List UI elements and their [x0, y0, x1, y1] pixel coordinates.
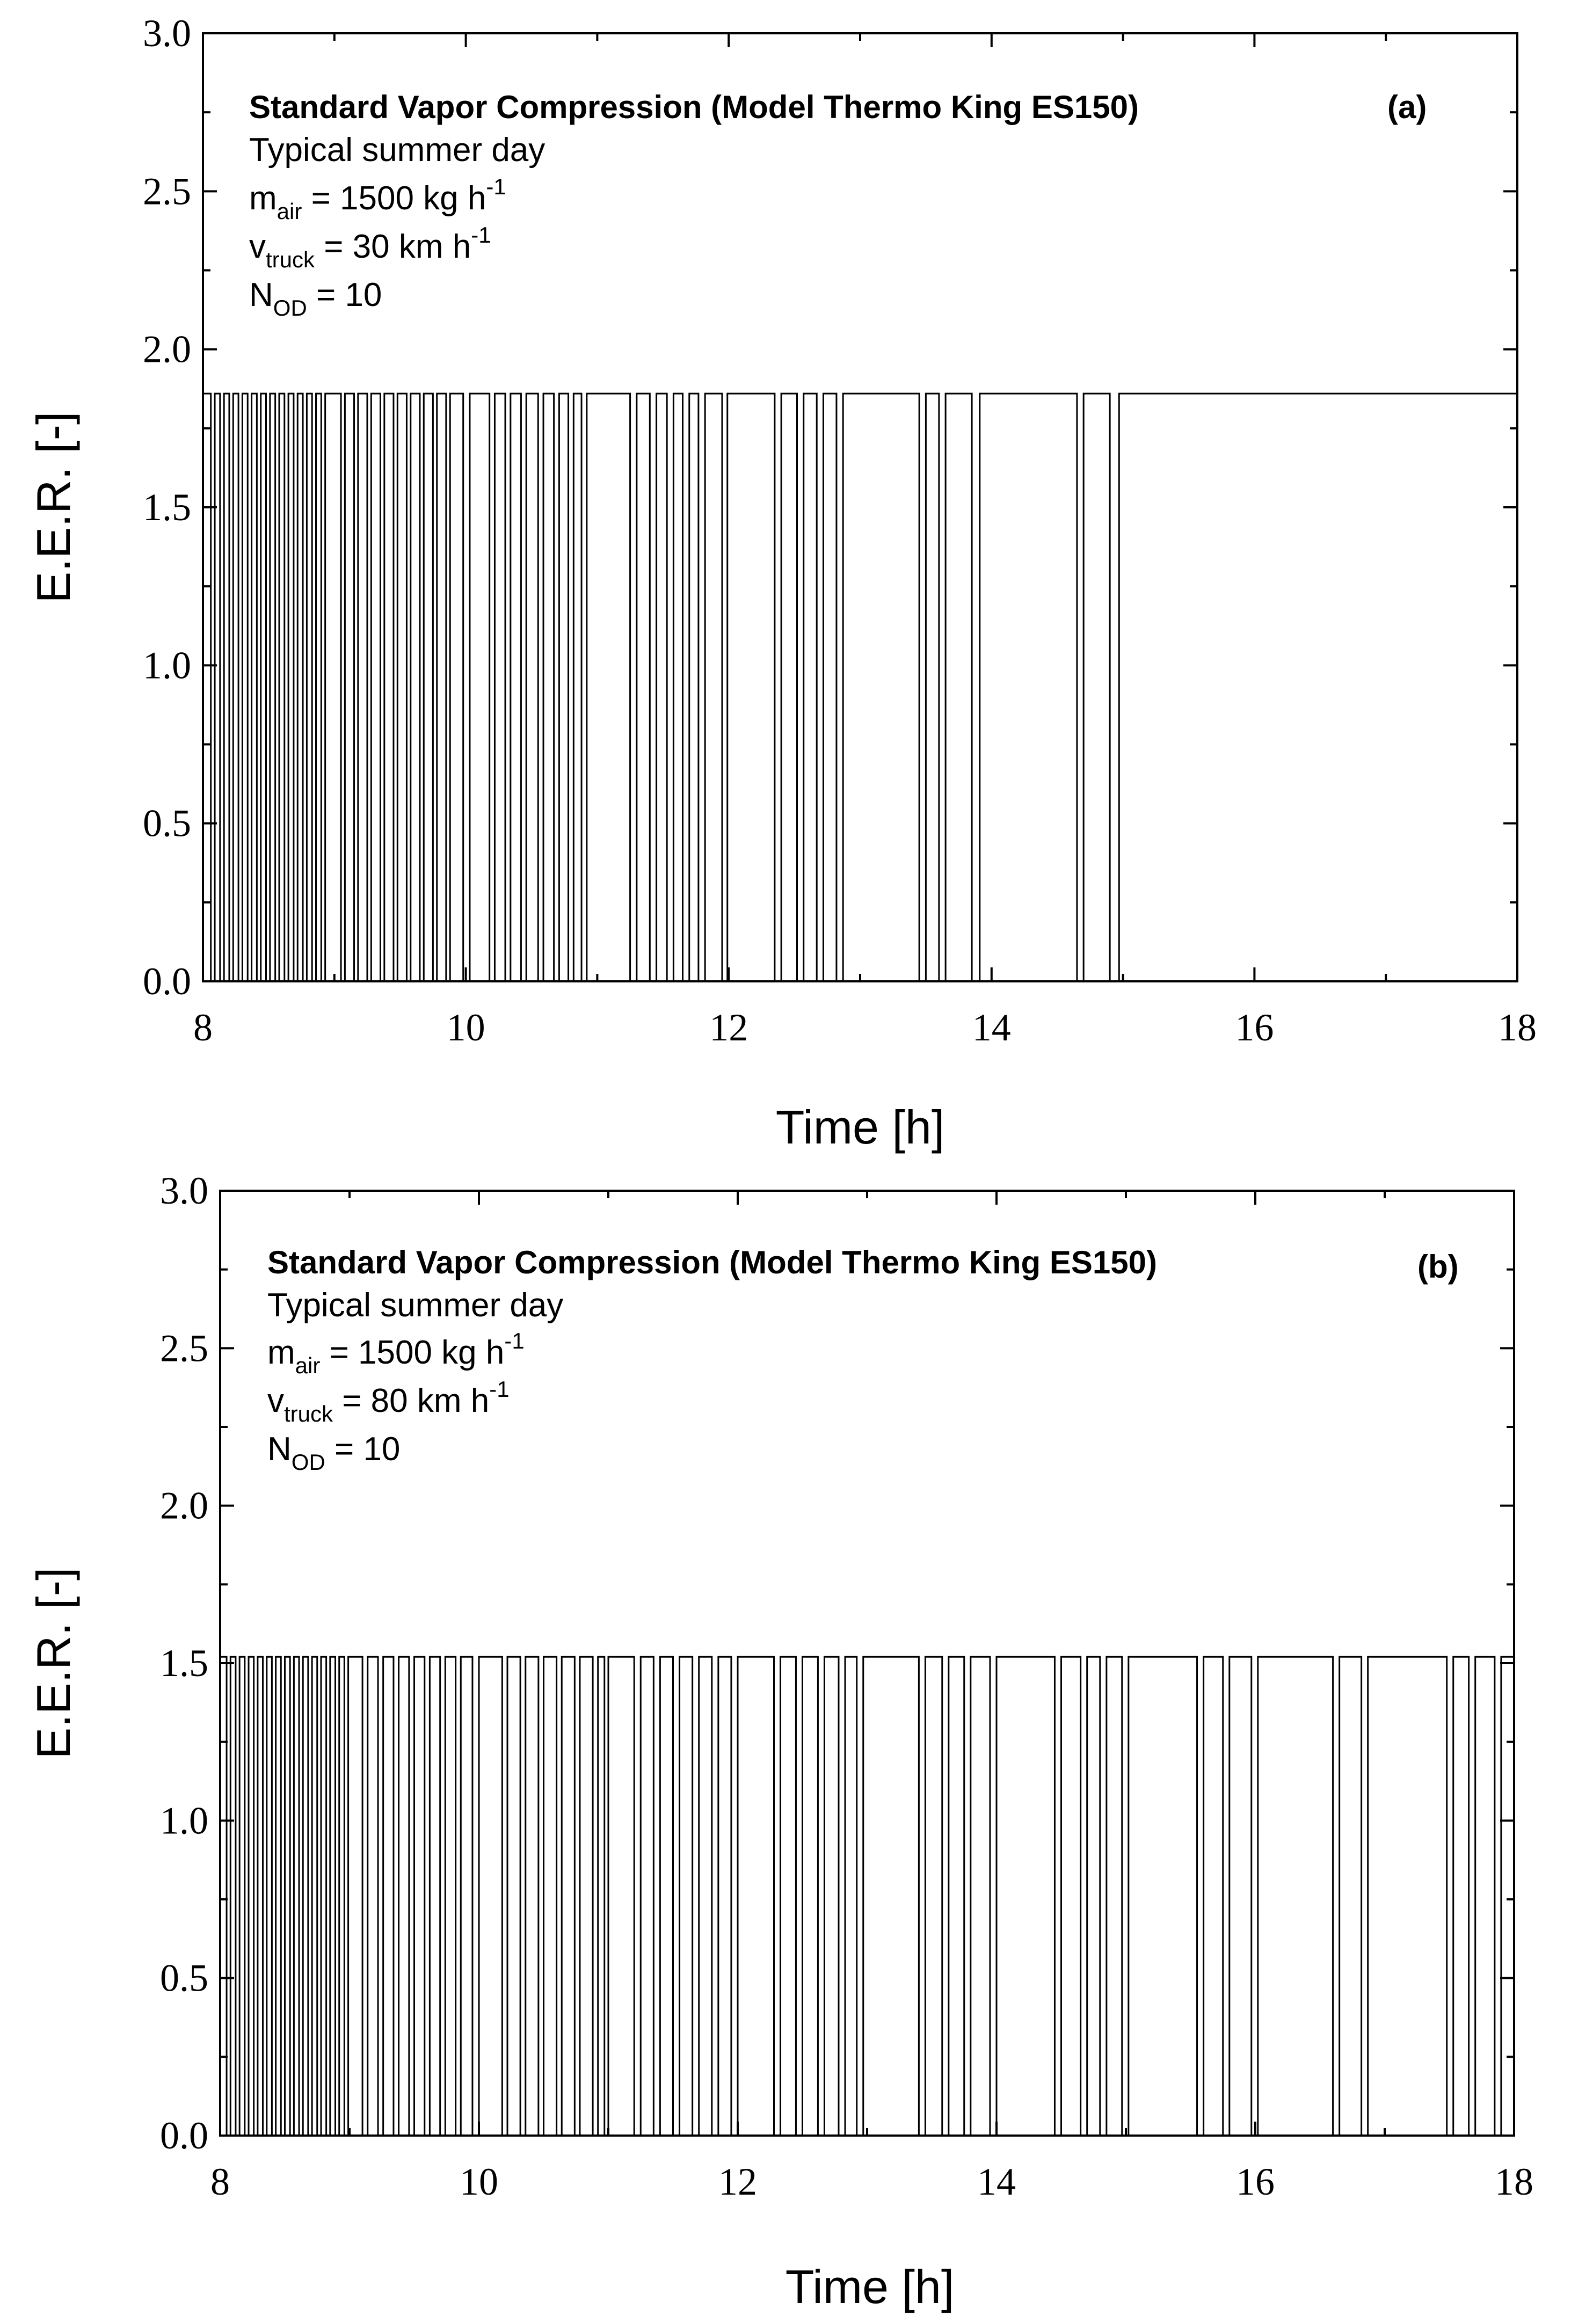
x-tick-label: 12 — [709, 1006, 748, 1049]
plot-frame-a — [202, 32, 1518, 982]
x-tick-label: 12 — [718, 2160, 757, 2203]
y-axis-label-a: E.E.R. [-] — [27, 412, 80, 603]
y-tick-label: 3.0 — [160, 1169, 208, 1212]
x-tick-label: 14 — [972, 1006, 1011, 1049]
y-tick-label: 3.0 — [143, 12, 191, 55]
panel-label-a: (a) — [1387, 89, 1427, 125]
y-tick-label: 2.0 — [143, 328, 191, 371]
annot-nod-a: NOD = 10 — [249, 276, 382, 320]
x-tick-label: 16 — [1235, 1006, 1274, 1049]
annot-mair-a: mair = 1500 kg h-1 — [249, 174, 506, 224]
y-axis-label-b: E.E.R. [-] — [27, 1568, 80, 1759]
x-tick-label: 10 — [447, 1006, 485, 1049]
panel-b: 8 10 12 14 16 18 0.0 0.5 1.0 1.5 2.0 2.5 3.0 Standar… — [27, 1169, 1533, 2313]
title-b: Standard Vapor Compression (Model Thermo… — [267, 1244, 1157, 1280]
x-tick-label: 18 — [1498, 1006, 1537, 1049]
title-a: Standard Vapor Compression (Model Thermo… — [249, 89, 1139, 125]
ticks-a: 8 10 12 14 16 18 0.0 0.5 1.0 1.5 2.0 2.5 3.0 — [143, 12, 1537, 1049]
annot-vtruck-a: vtruck = 30 km h-1 — [249, 222, 491, 272]
x-tick-label: 14 — [977, 2160, 1016, 2203]
eer-trace-a — [202, 392, 1517, 982]
annot-nod-b: NOD = 10 — [267, 1431, 400, 1475]
x-tick-label: 8 — [193, 1006, 213, 1049]
x-tick-label: 18 — [1495, 2160, 1533, 2203]
x-tick-label: 16 — [1236, 2160, 1275, 2203]
y-tick-label: 2.5 — [143, 170, 191, 213]
y-tick-label: 1.5 — [160, 1642, 208, 1685]
x-axis-label-b: Time [h] — [786, 2260, 955, 2313]
y-tick-label: 0.0 — [143, 960, 191, 1003]
y-tick-label: 0.5 — [160, 1957, 208, 2000]
x-tick-label: 8 — [210, 2160, 230, 2203]
panel-label-b: (b) — [1417, 1249, 1459, 1285]
eer-trace-b — [219, 1656, 1514, 2137]
annot-line1-a: Typical summer day — [249, 132, 545, 169]
y-tick-label: 2.5 — [160, 1327, 208, 1369]
y-tick-label: 0.5 — [143, 802, 191, 845]
y-tick-label: 2.0 — [160, 1484, 208, 1527]
y-tick-label: 1.0 — [143, 644, 191, 687]
annot-mair-b: mair = 1500 kg h-1 — [267, 1328, 525, 1378]
panel-a: 8 10 12 14 16 18 0.0 0.5 1.0 1.5 2.0 2.5 3.0 Standar… — [27, 12, 1537, 1154]
y-tick-label: 1.0 — [160, 1799, 208, 1842]
x-axis-label-a: Time [h] — [776, 1101, 945, 1154]
ticks-b: 8 10 12 14 16 18 0.0 0.5 1.0 1.5 2.0 2.5 3.0 — [160, 1169, 1533, 2203]
x-tick-label: 10 — [460, 2160, 498, 2203]
y-tick-label: 0.0 — [160, 2114, 208, 2157]
y-tick-label: 1.5 — [143, 486, 191, 529]
annot-line1-b: Typical summer day — [267, 1287, 563, 1324]
annot-vtruck-b: vtruck = 80 km h-1 — [267, 1376, 510, 1426]
